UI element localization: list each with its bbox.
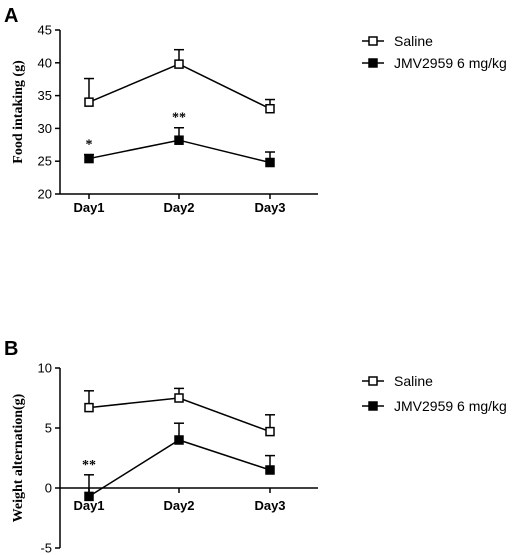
legend-label: JMV2959 6 mg/kg <box>394 398 507 414</box>
significance-marker: ** <box>82 458 96 473</box>
y-axis-title: Food intaking (g) <box>11 60 26 164</box>
y-tick-label: 25 <box>38 154 52 169</box>
legend-marker <box>368 376 378 386</box>
data-point-open-square <box>265 103 275 114</box>
legend-label: JMV2959 6 mg/kg <box>394 55 507 71</box>
data-point-filled-square <box>174 135 184 145</box>
y-tick-label: 30 <box>38 121 52 136</box>
series-line <box>88 63 271 110</box>
y-tick-label: 35 <box>38 88 52 103</box>
y-tick-label: 45 <box>38 23 52 38</box>
x-tick-label: Day1 <box>73 200 104 215</box>
panel-b: B -5 0 5 10 Day1 Day2 Day3 Weight alternation(g)… <box>4 338 507 555</box>
x-tick-label: Day2 <box>163 498 194 513</box>
data-point-filled-square <box>265 465 275 475</box>
x-tick-label: Day3 <box>254 498 285 513</box>
data-point-open-square <box>84 402 94 413</box>
panel-letter: A <box>4 5 18 27</box>
panel-letter: B <box>4 338 18 360</box>
x-tick-label: Day2 <box>163 200 194 215</box>
y-tick-label: 10 <box>38 361 52 376</box>
y-tick-label: 0 <box>45 481 52 496</box>
significance-marker: * <box>86 138 93 153</box>
data-point-open-square <box>84 97 94 107</box>
legend-label: Saline <box>394 373 433 389</box>
data-point-filled-square <box>84 491 94 502</box>
panel-a: A 20 25 30 35 40 45 Day1 Day2 Day3 Food intaking (… <box>4 5 507 215</box>
x-tick-label: Day3 <box>254 200 285 215</box>
y-tick-label: 20 <box>38 187 52 202</box>
data-point-filled-square <box>84 153 94 164</box>
legend-marker <box>368 58 378 68</box>
y-tick-label: 5 <box>45 421 52 436</box>
data-point-filled-square <box>174 435 184 445</box>
data-point-open-square <box>265 426 275 437</box>
legend-marker <box>368 401 378 411</box>
x-tick-label: Day1 <box>73 498 104 513</box>
legend-label: Saline <box>394 33 433 49</box>
y-tick-label: 40 <box>38 55 52 70</box>
significance-marker: ** <box>172 111 186 126</box>
y-tick-label: -5 <box>40 541 52 555</box>
data-point-open-square <box>174 59 184 69</box>
y-axis-title: Weight alternation(g) <box>11 393 26 522</box>
data-point-open-square <box>174 393 184 403</box>
data-point-filled-square <box>265 157 275 168</box>
legend-marker <box>368 36 378 46</box>
